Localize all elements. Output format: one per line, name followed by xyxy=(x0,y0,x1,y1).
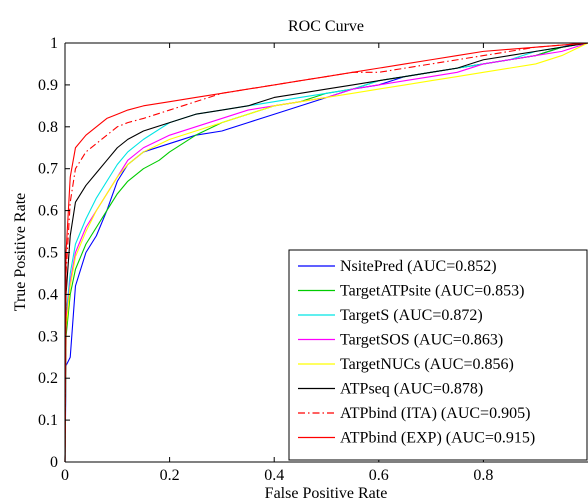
legend-label-1: NsitePred (AUC=0.852) xyxy=(340,258,497,275)
y-tick-label: 0.6 xyxy=(38,203,58,220)
x-tick-label: 0.6 xyxy=(369,467,389,484)
series-line-4 xyxy=(64,42,588,463)
y-tick-label: 0.2 xyxy=(38,370,58,387)
y-tick-label: 0.3 xyxy=(38,328,58,345)
y-tick-label: 0.9 xyxy=(38,77,58,94)
x-tick-label: 0 xyxy=(61,467,69,484)
legend-label-7: ATPbind (ITA) (AUC=0.905) xyxy=(340,405,530,422)
y-tick-label: 0.1 xyxy=(38,412,58,429)
y-tick-label: 0.8 xyxy=(38,119,58,136)
legend-label-6: ATPseq (AUC=0.878) xyxy=(340,381,483,398)
x-tick-label: 0.2 xyxy=(160,467,180,484)
x-tick-label: 0.8 xyxy=(473,467,493,484)
legend-label-3: TargetS (AUC=0.872) xyxy=(340,307,483,324)
legend-label-2: TargetATPsite (AUC=0.853) xyxy=(340,283,524,300)
series-line-6 xyxy=(64,42,588,463)
series-line-8 xyxy=(64,42,588,463)
y-tick-label: 0.4 xyxy=(38,286,58,303)
y-tick-label: 1 xyxy=(50,35,58,52)
y-axis-label: True Positive Rate xyxy=(12,193,29,312)
x-axis-label: False Positive Rate xyxy=(265,485,388,501)
axes-layer: 0 0.2 0.4 0.6 0.8 0 0.1 0.2 0.3 0.4 0.5 0.6 0.7 0.8 0.… xyxy=(38,35,588,484)
y-tick-label: 0.5 xyxy=(38,245,58,262)
y-tick-label: 0.7 xyxy=(38,161,58,178)
series-line-5 xyxy=(64,42,588,463)
chart-title: ROC Curve xyxy=(288,18,364,35)
y-tick-label: 0 xyxy=(50,454,58,471)
legend: NsitePred (AUC=0.852) TargetATPsite (AUC=… xyxy=(288,249,588,461)
legend-label-8: ATPbind (EXP) (AUC=0.915) xyxy=(340,430,535,447)
legend-label-5: TargetNUCs (AUC=0.856) xyxy=(340,356,514,373)
series-layer xyxy=(64,42,588,463)
x-tick-label: 0.4 xyxy=(264,467,284,484)
legend-label-4: TargetSOS (AUC=0.863) xyxy=(340,332,503,349)
legend-box xyxy=(288,249,588,461)
